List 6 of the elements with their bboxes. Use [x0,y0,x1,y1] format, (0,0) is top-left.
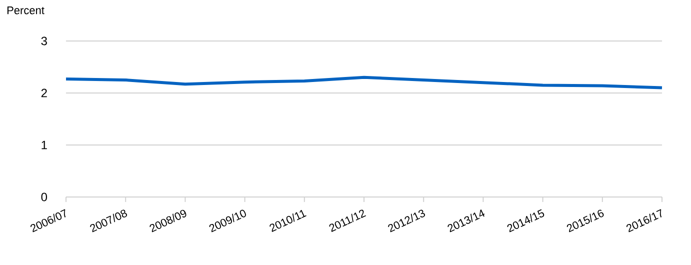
y-tick-label: 0 [41,192,48,202]
line-series [64,76,664,90]
y-tick-label: 2 [41,88,47,98]
y-tick-label: 1 [42,140,47,150]
y-tick-label: 3 [41,36,47,46]
y-axis-title: Percent [7,6,44,14]
